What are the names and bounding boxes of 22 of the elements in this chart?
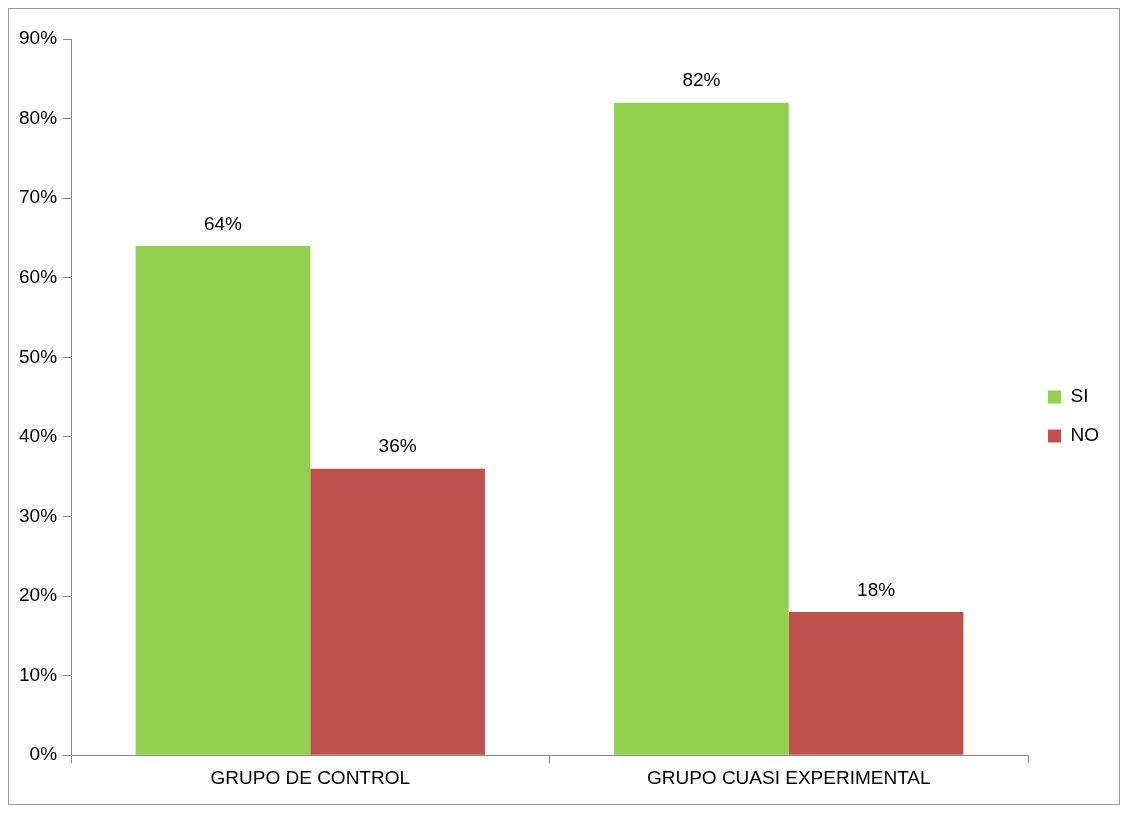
- bar: [788, 611, 964, 755]
- y-tick-label: 60%: [19, 265, 58, 287]
- y-tick-label: 90%: [19, 27, 58, 49]
- y-tick-label: 40%: [19, 425, 58, 447]
- bar: [135, 245, 311, 755]
- y-tick-label: 30%: [19, 504, 58, 526]
- data-label: 82%: [682, 69, 721, 91]
- bar: [310, 468, 485, 755]
- legend-label: SI: [1070, 385, 1089, 407]
- x-tick-label: GRUPO CUASI EXPERIMENTAL: [646, 766, 931, 788]
- data-label: 36%: [378, 435, 417, 457]
- legend-label: NO: [1070, 424, 1099, 446]
- y-tick-label: 0%: [29, 743, 58, 765]
- y-tick-label: 10%: [19, 663, 58, 685]
- x-tick-label: GRUPO DE CONTROL: [210, 766, 411, 788]
- y-tick-label: 20%: [19, 584, 58, 606]
- y-tick-label: 80%: [19, 106, 58, 128]
- y-tick-label: 70%: [19, 186, 58, 208]
- y-tick-label: 50%: [19, 345, 58, 367]
- data-label: 64%: [203, 212, 243, 234]
- data-label: 18%: [857, 578, 896, 600]
- bar: [614, 102, 789, 755]
